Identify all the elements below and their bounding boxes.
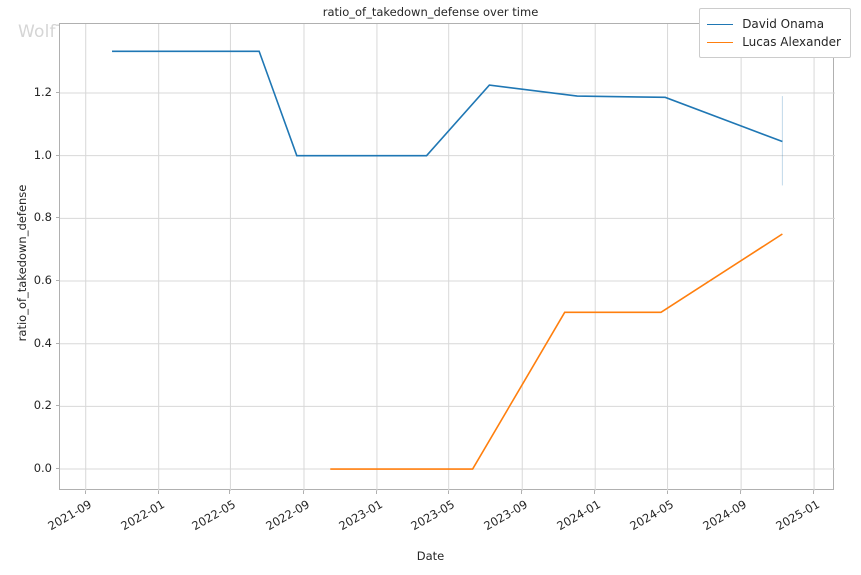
plot-svg — [60, 24, 835, 491]
legend-color-swatch — [707, 23, 734, 25]
chart-title: ratio_of_takedown_defense over time — [322, 5, 539, 19]
y-tick-label: 1.2 — [33, 84, 52, 99]
series-line-1 — [330, 233, 783, 470]
y-tick-label: 0.2 — [33, 398, 52, 413]
plot-area — [59, 23, 835, 491]
legend-label: Lucas Alexander — [742, 35, 841, 49]
legend-color-swatch — [707, 41, 734, 43]
series-line-0 — [112, 50, 783, 157]
y-axis-label: ratio_of_takedown_defense — [15, 184, 29, 342]
legend-item-1: Lucas Alexander — [707, 33, 841, 51]
y-tick-label: 1.0 — [33, 147, 52, 162]
chart-legend[interactable]: David Onama Lucas Alexander — [699, 8, 851, 58]
x-axis-label: Date — [416, 549, 445, 563]
legend-label: David Onama — [742, 17, 825, 31]
y-tick-label: 0.0 — [33, 461, 52, 476]
legend-item-0: David Onama — [707, 15, 841, 33]
